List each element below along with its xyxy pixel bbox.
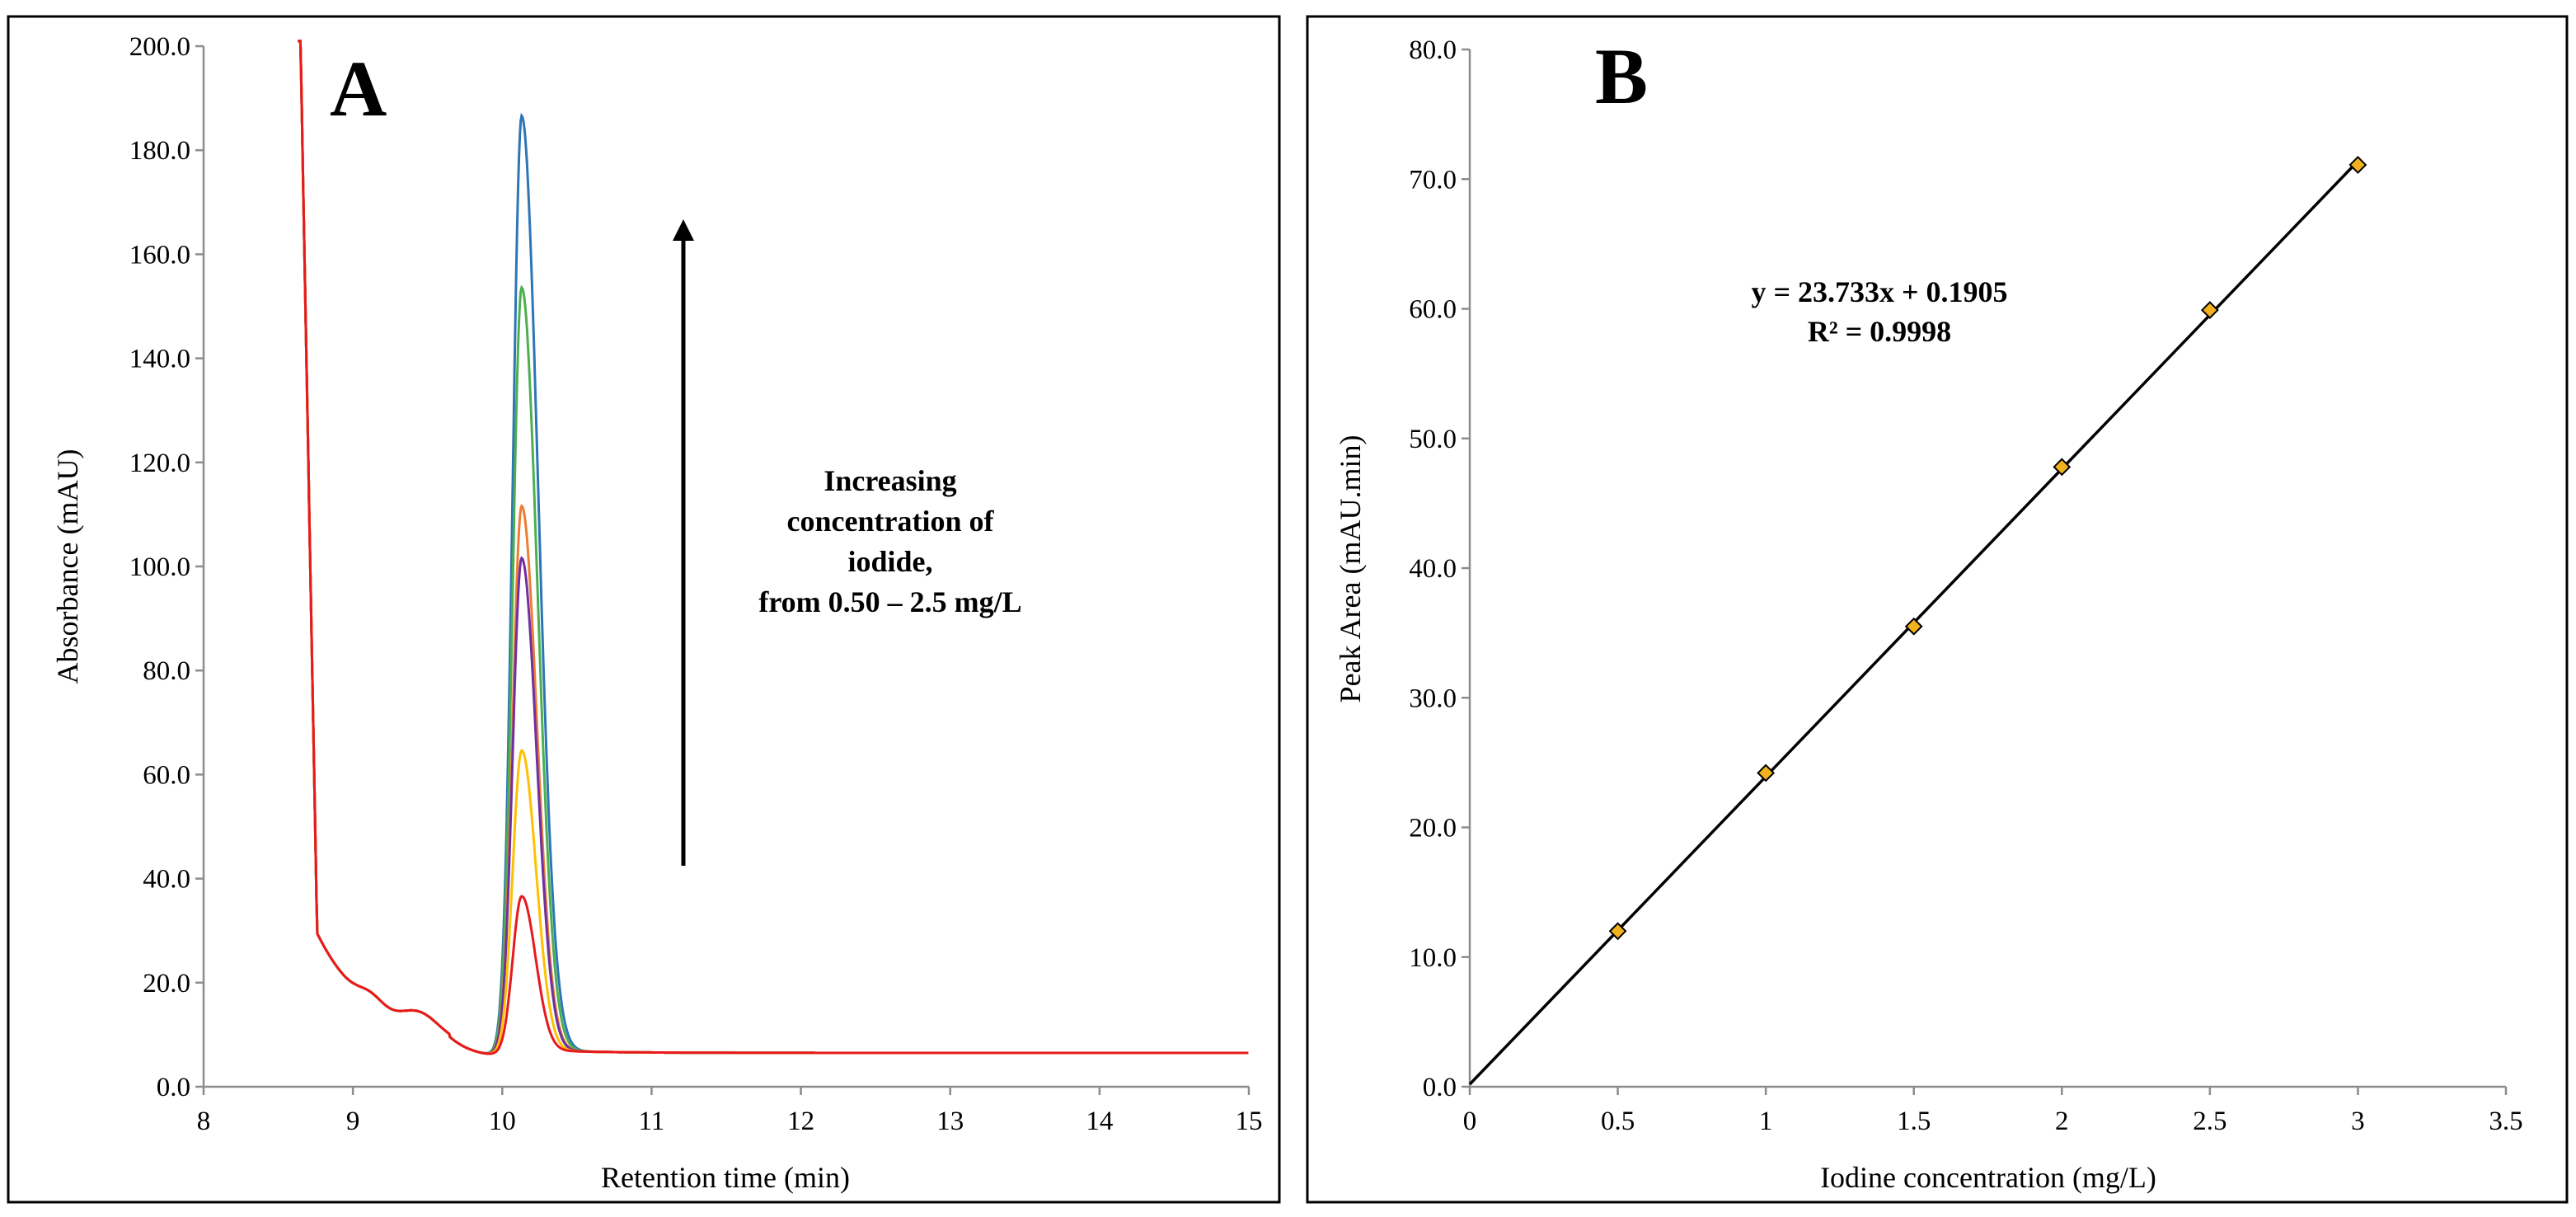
calibration-point (2348, 156, 2367, 174)
panel-b-x-tick-label: 3 (2351, 1107, 2365, 1136)
increasing-arrow-head (673, 219, 694, 241)
panel-b-y-ticks: 0.0 10.0 20.0 30.0 40.0 50.0 60.0 70.0 80.0 (1409, 35, 1470, 1102)
panel-b-x-tick-label: 0 (1463, 1107, 1477, 1136)
panel-b-y-tick-label: 80.0 (1409, 35, 1457, 65)
panel-b-x-tick-label: 2.5 (2193, 1107, 2226, 1136)
panel-a-y-tick-label: 0.0 (157, 1073, 190, 1102)
panel-a-x-tick-label: 10 (489, 1107, 516, 1136)
chart-panel-b: 0.0 10.0 20.0 30.0 40.0 50.0 60.0 70.0 80.0 0 0.5… (1306, 15, 2569, 1204)
calibration-point (2053, 458, 2072, 477)
panel-a-frame (7, 15, 1281, 1204)
panel-a-y-tick-label: 20.0 (143, 969, 190, 999)
panel-b-y-tick-label: 40.0 (1409, 554, 1457, 584)
panel-a-y-tick-label: 40.0 (143, 865, 190, 895)
panel-a-y-tick-label: 120.0 (129, 449, 190, 478)
panel-b-y-tick-label: 0.0 (1423, 1073, 1457, 1102)
calibration-point (1904, 617, 1923, 636)
calibration-point (1608, 922, 1627, 941)
panel-a-series (298, 40, 1249, 1055)
annotation-line-2: concentration of (787, 505, 995, 538)
panel-a-x-tick-label: 9 (346, 1107, 360, 1136)
panel-a-y-tick-label: 200.0 (129, 32, 190, 62)
r-squared: R² = 0.9998 (1808, 315, 1951, 348)
panel-b-y-tick-label: 30.0 (1409, 684, 1457, 713)
panel-b-y-tick-label: 10.0 (1409, 943, 1457, 973)
panel-b-x-tick-label: 1.5 (1897, 1107, 1931, 1136)
panel-a-x-tick-label: 15 (1236, 1107, 1263, 1136)
panel-a-y-axis-title: Absorbance (mAU) (51, 449, 84, 684)
panel-b-x-axis-title: Iodine concentration (mg/L) (1820, 1161, 2156, 1194)
panel-a-letter: A (330, 45, 387, 133)
panel-b-y-tick-label: 60.0 (1409, 295, 1457, 325)
panel-a-x-ticks: 8 9 10 11 12 13 14 15 (197, 1087, 1263, 1136)
panel-a-y-tick-label: 160.0 (129, 240, 190, 270)
panel-a-x-tick-label: 11 (639, 1107, 665, 1136)
panel-b-points (1608, 156, 2367, 941)
panel-a-x-tick-label: 12 (787, 1107, 814, 1136)
regression-equation: y = 23.733x + 0.1905 (1751, 275, 2007, 308)
panel-b-x-tick-label: 3.5 (2489, 1107, 2522, 1136)
annotation-line-1: Increasing (823, 464, 956, 497)
panel-a-y-tick-label: 180.0 (129, 136, 190, 166)
calibration-point (2200, 301, 2219, 319)
annotation-line-4: from 0.50 – 2.5 mg/L (758, 585, 1021, 618)
panel-b-x-tick-label: 2 (2055, 1107, 2069, 1136)
panel-a-y-tick-label: 100.0 (129, 552, 190, 582)
panel-b-y-axis-title: Peak Area (mAU.min) (1334, 435, 1367, 703)
panel-b-y-tick-label: 70.0 (1409, 165, 1457, 195)
panel-b-x-tick-label: 1 (1759, 1107, 1773, 1136)
panel-a-x-tick-label: 14 (1086, 1107, 1113, 1136)
panel-a-y-tick-label: 80.0 (143, 656, 190, 686)
chromatogram-0-50-mg-l (298, 40, 1249, 1055)
panel-a-x-tick-label: 8 (197, 1107, 211, 1136)
panel-a-x-axis-title: Retention time (min) (601, 1161, 850, 1194)
panel-b-frame (1306, 15, 2569, 1204)
panel-a-y-ticks: 0.0 20.0 40.0 60.0 80.0 100.0 120.0 140.0 160.0 1… (129, 32, 204, 1102)
panel-b-x-ticks: 0 0.5 1 1.5 2 2.5 3 3.5 (1463, 1087, 2523, 1136)
chart-panel-a: 0.0 20.0 40.0 60.0 80.0 100.0 120.0 140.0 160.0 1… (7, 15, 1281, 1204)
panel-b-y-tick-label: 50.0 (1409, 425, 1457, 454)
panel-b-x-tick-label: 0.5 (1601, 1107, 1635, 1136)
annotation-line-3: iodide, (847, 545, 932, 578)
panel-a-x-tick-label: 13 (936, 1107, 964, 1136)
calibration-point (1757, 764, 1776, 782)
panel-b-y-tick-label: 20.0 (1409, 814, 1457, 843)
panel-b-letter: B (1595, 32, 1648, 120)
panel-a-y-tick-label: 60.0 (143, 760, 190, 790)
panel-a-y-tick-label: 140.0 (129, 345, 190, 374)
